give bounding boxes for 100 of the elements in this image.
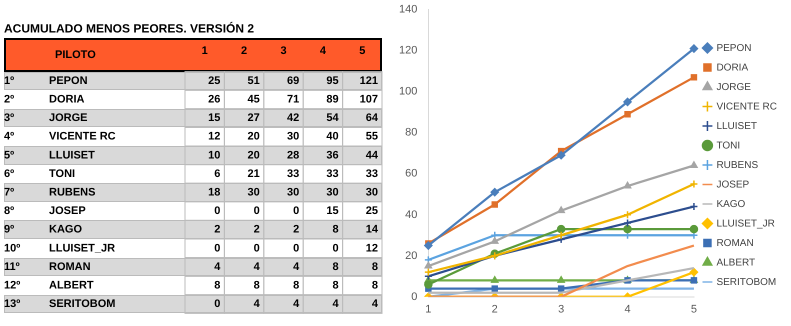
- data-label: 55: [366, 130, 378, 143]
- data-label: 30: [286, 130, 300, 143]
- data-label: 33: [286, 168, 300, 180]
- data-label: 0: [214, 205, 220, 218]
- legend-label: KAGO: [716, 198, 746, 210]
- y-tick-label: 80: [405, 126, 418, 139]
- y-tick-label: JOSEP: [49, 205, 86, 218]
- data-label: 27: [248, 112, 260, 124]
- legend-label: LLUISET: [716, 120, 758, 132]
- legend-label: LLUISET_JR: [716, 218, 775, 230]
- data-label: 0: [214, 298, 220, 310]
- x-tick-label: 2: [492, 303, 498, 316]
- y-tick-label: ROMAN: [49, 260, 91, 273]
- y-tick-label: PEPON: [49, 74, 88, 87]
- legend-label: SERITOBOM: [716, 276, 776, 288]
- y2-tick-label: 6º: [4, 168, 14, 180]
- data-label: 30: [286, 186, 300, 199]
- y2-tick-label: 9º: [4, 224, 14, 236]
- data-label: 33: [366, 168, 378, 180]
- data-label: 0: [293, 242, 300, 254]
- data-label: 4: [293, 260, 300, 273]
- y-tick-label: 140: [398, 4, 418, 16]
- data-label: 25: [366, 205, 378, 218]
- data-label: 0: [254, 242, 260, 254]
- legend-label: RUBENS: [716, 160, 758, 171]
- data-label: 107: [360, 94, 378, 106]
- data-label: 18: [208, 186, 220, 199]
- data-label: 25: [208, 74, 220, 87]
- data-label: 4: [214, 260, 222, 273]
- data-label: 26: [208, 94, 220, 106]
- data-label: 0: [254, 205, 260, 218]
- x-tick-label: 3: [280, 45, 287, 58]
- data-label: 36: [326, 149, 339, 162]
- data-label: 10: [208, 149, 220, 162]
- y-tick-label: RUBENS: [49, 186, 96, 199]
- data-label: 42: [286, 112, 300, 124]
- x-tick-label: 4: [320, 45, 327, 58]
- data-label: 64: [366, 112, 379, 124]
- data-label: 30: [366, 186, 378, 199]
- data-label: 95: [326, 74, 339, 87]
- data-label: 51: [248, 74, 260, 87]
- legend-label: PEPON: [716, 42, 752, 54]
- y-tick-label: 40: [405, 208, 418, 221]
- data-label: 4: [254, 260, 261, 273]
- data-label: 8: [254, 280, 260, 292]
- x-tick-label: 1: [425, 303, 432, 316]
- y-tick-label: LLUISET: [49, 149, 96, 162]
- data-label: 2: [214, 224, 220, 236]
- data-label: 8: [332, 280, 339, 292]
- legend-label: DORIA: [716, 62, 748, 74]
- y2-tick-label: 10º: [4, 242, 20, 254]
- y2-tick-label: 13º: [4, 298, 20, 310]
- y-tick-label: ALBERT: [49, 280, 94, 292]
- y2-tick-label: 1º: [4, 74, 14, 87]
- chart-title: ACUMULADO MENOS PEORES. VERSIÓN 2: [4, 22, 254, 36]
- y2-axis-title: PILOTO: [55, 49, 96, 62]
- data-label: 20: [248, 130, 260, 143]
- y2-tick-label: 3º: [4, 112, 14, 124]
- x-tick-label: 4: [624, 303, 631, 316]
- y-tick-label: 0: [411, 290, 418, 303]
- data-label: 8: [372, 280, 378, 292]
- legend-label: JORGE: [716, 82, 752, 93]
- x-tick-label: 5: [690, 303, 697, 316]
- y2-tick-label: 4º: [4, 130, 14, 143]
- y-tick-label: 60: [405, 168, 418, 180]
- data-label: 8: [332, 224, 339, 236]
- data-label: 0: [293, 205, 300, 218]
- data-label: 45: [248, 94, 260, 106]
- data-label: 8: [214, 280, 220, 292]
- data-label: 21: [248, 168, 260, 180]
- data-label: 0: [332, 242, 339, 254]
- data-label: 44: [366, 149, 379, 162]
- y-tick-label: JORGE: [49, 112, 88, 124]
- data-label: 71: [286, 94, 300, 106]
- data-label: 0: [214, 242, 220, 254]
- x-tick-label: 2: [241, 45, 248, 58]
- y-tick-label: TONI: [49, 168, 76, 180]
- data-label: 121: [360, 74, 378, 87]
- x-tick-label: 5: [359, 45, 366, 58]
- data-label: 33: [326, 168, 339, 180]
- x-tick-label: 1: [202, 45, 208, 58]
- legend-label: VICENTE RC: [716, 101, 777, 112]
- data-label: 15: [208, 112, 220, 124]
- data-label: 20: [248, 149, 260, 162]
- data-label: 54: [326, 112, 340, 124]
- y-tick-label: KAGO: [49, 224, 82, 236]
- y-tick-label: DORIA: [49, 94, 84, 106]
- legend-label: JOSEP: [716, 179, 750, 190]
- data-label: 8: [372, 260, 378, 273]
- y2-tick-label: 11º: [4, 260, 20, 273]
- y2-tick-label: 8º: [4, 205, 14, 218]
- y-tick-label: 120: [398, 44, 418, 57]
- data-label: 14: [366, 224, 379, 236]
- legend-label: TONI: [716, 140, 740, 152]
- data-label: 2: [254, 224, 260, 236]
- legend-label: ROMAN: [716, 238, 754, 249]
- data-label: 30: [326, 186, 339, 199]
- y-tick-label: LLUISET_JR: [49, 242, 116, 254]
- y-tick-label: SERITOBOM: [49, 298, 116, 310]
- y2-tick-label: 2º: [4, 94, 14, 106]
